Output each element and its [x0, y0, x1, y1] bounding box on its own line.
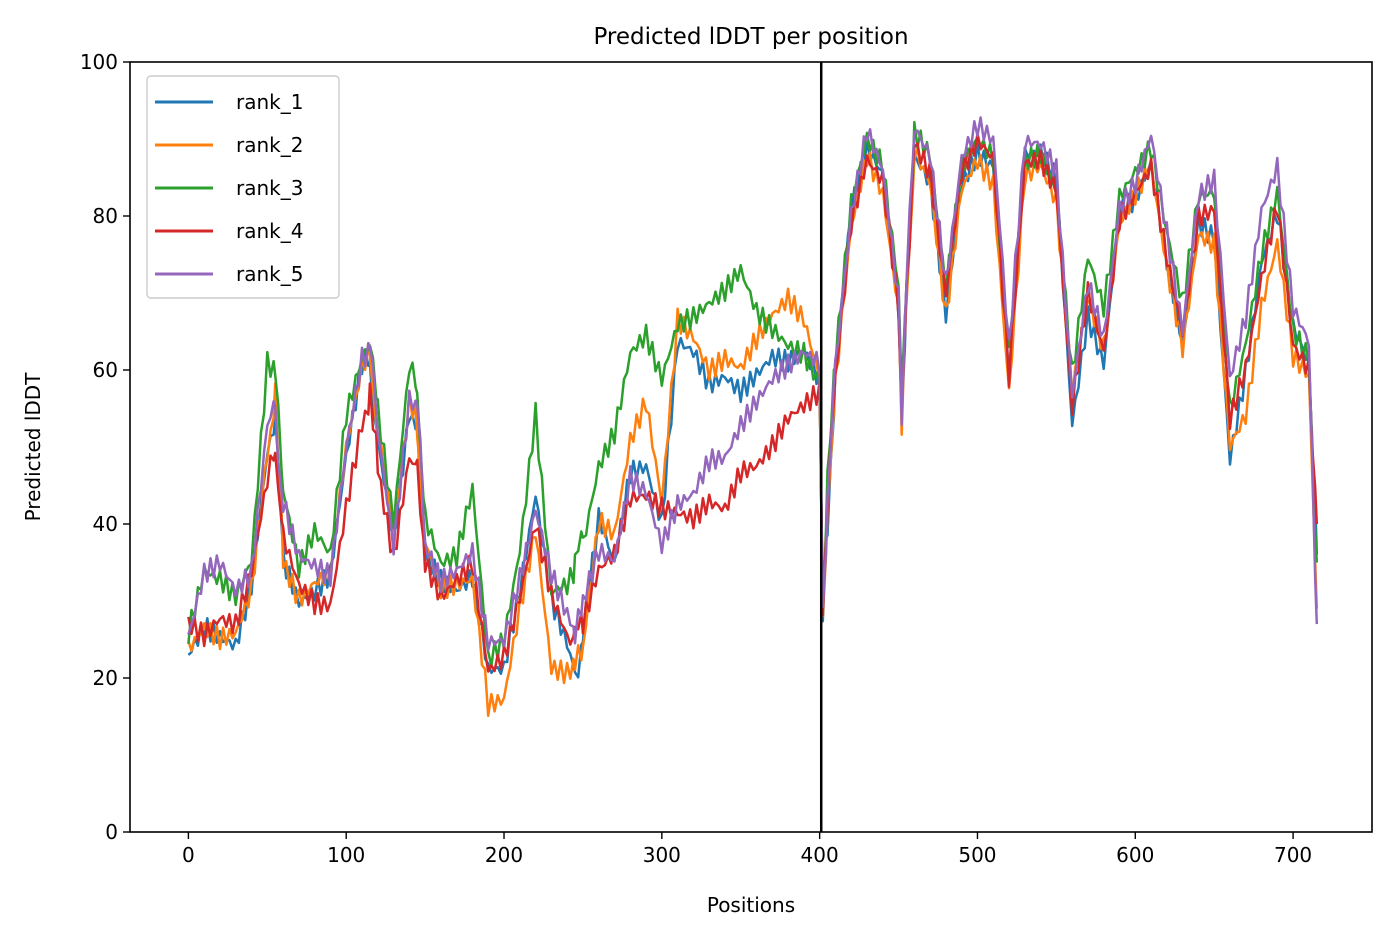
y-tick-label: 0	[105, 820, 118, 844]
legend-label-rank_4: rank_4	[236, 219, 303, 243]
plot-area	[129, 61, 1373, 833]
x-tick-label: 400	[801, 843, 839, 867]
chart-title: Predicted lDDT per position	[593, 24, 908, 50]
legend: rank_1 rank_2 rank_3 rank_4 rank_5	[146, 75, 340, 299]
x-axis-label: Positions	[707, 893, 795, 917]
x-tick-label: 600	[1116, 843, 1154, 867]
legend-label-rank_3: rank_3	[236, 176, 303, 200]
x-axis: 0 100 200 300 400 500 600 700	[182, 832, 1312, 867]
x-tick-label: 0	[182, 843, 195, 867]
legend-label-rank_2: rank_2	[236, 133, 303, 157]
legend-label-rank_5: rank_5	[236, 262, 303, 286]
series-group	[187, 116, 1319, 718]
y-tick-label: 60	[93, 358, 118, 382]
x-tick-label: 700	[1274, 843, 1312, 867]
y-tick-label: 80	[93, 204, 118, 228]
plot-frame	[129, 61, 1373, 833]
y-axis: 0 20 40 60 80 100	[80, 50, 130, 844]
legend-box	[146, 75, 340, 299]
series-line-rank_5	[187, 116, 1319, 652]
series-line-rank_4	[187, 132, 1319, 673]
legend-label-rank_1: rank_1	[236, 90, 303, 114]
y-tick-label: 40	[93, 512, 118, 536]
x-tick-label: 200	[485, 843, 523, 867]
y-axis-label: Predicted lDDT	[21, 372, 45, 522]
x-tick-label: 100	[327, 843, 365, 867]
y-tick-label: 100	[80, 50, 118, 74]
x-tick-label: 500	[958, 843, 996, 867]
y-tick-label: 20	[93, 666, 118, 690]
x-tick-label: 300	[643, 843, 681, 867]
